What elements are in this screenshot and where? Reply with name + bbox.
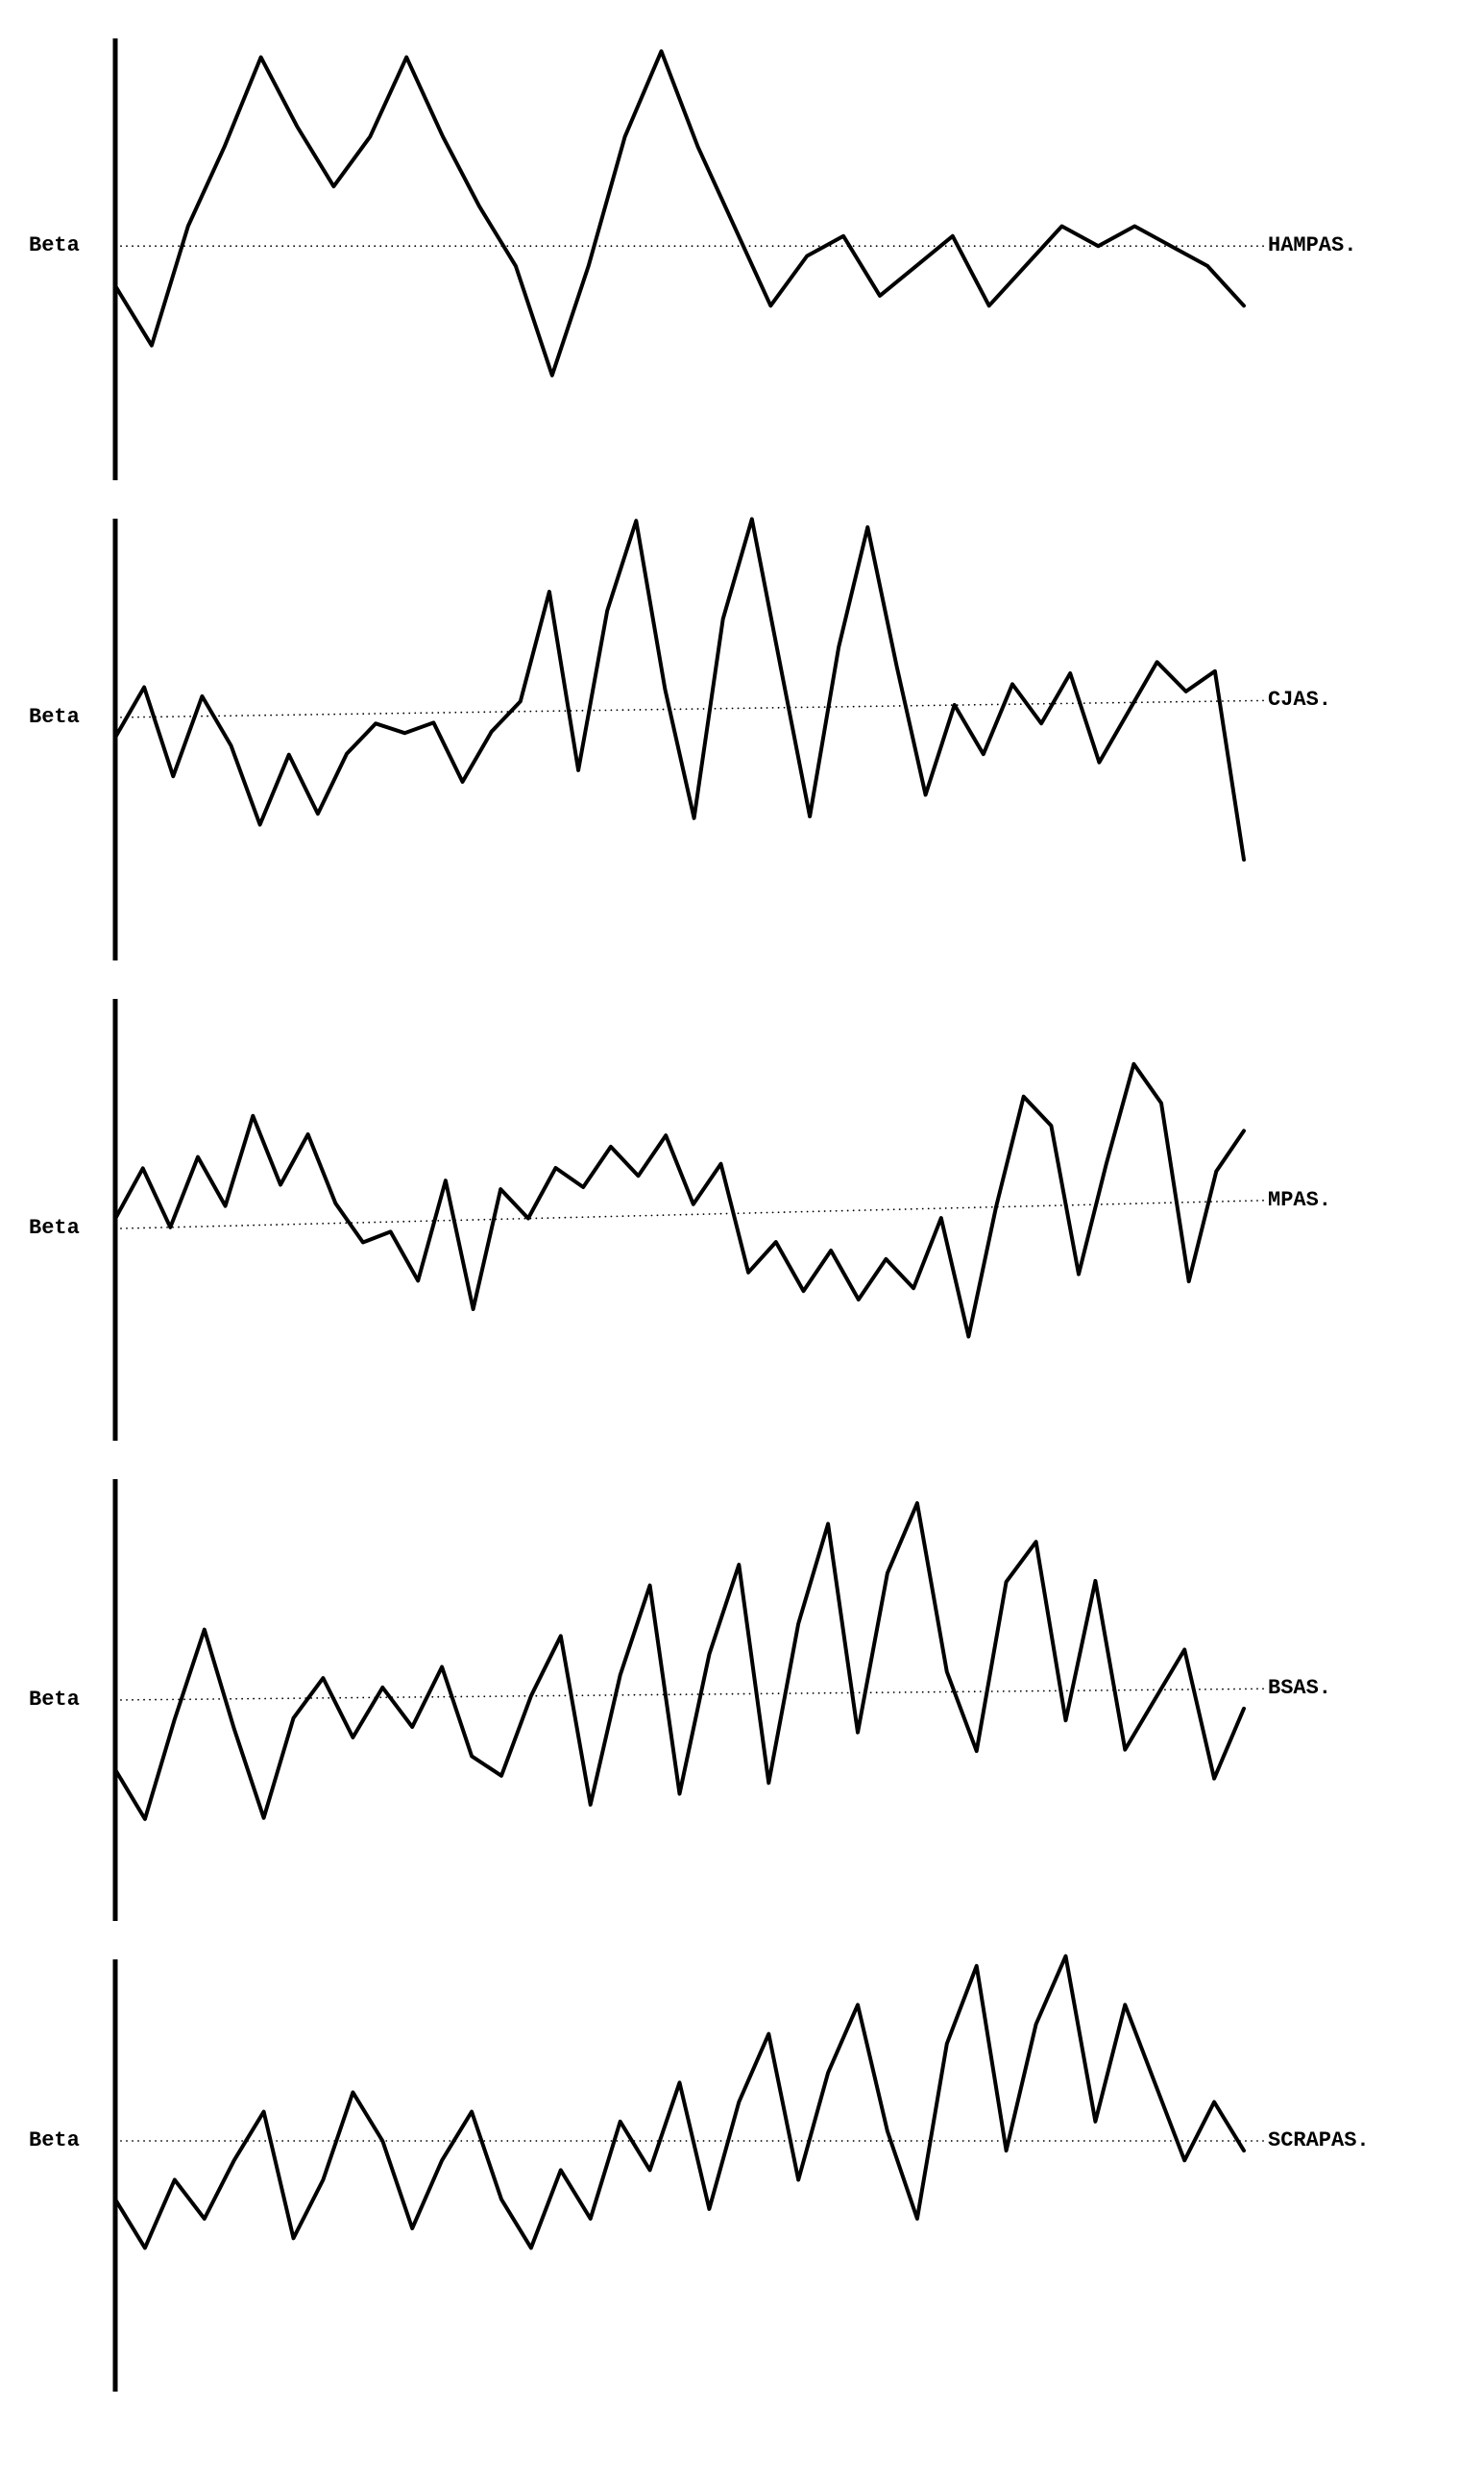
baseline xyxy=(114,2140,1264,2142)
panel-cjas: Beta CJAS. xyxy=(0,519,1484,960)
series-line xyxy=(115,519,1244,860)
series-label-cjas: CJAS. xyxy=(1268,688,1331,712)
panel-svg-bsas xyxy=(0,1479,1484,1921)
panel-svg-mpas xyxy=(0,999,1484,1441)
panel-scrapas: Beta SCRAPAS. xyxy=(0,1959,1484,2392)
panel-svg-hampas xyxy=(0,38,1484,480)
series-label-bsas: BSAS. xyxy=(1268,1676,1331,1700)
panel-svg-cjas xyxy=(0,519,1484,960)
series-line xyxy=(115,1503,1244,1819)
y-axis-label: Beta xyxy=(29,2128,80,2152)
panel-svg-scrapas xyxy=(0,1959,1484,2392)
baseline xyxy=(114,699,1264,717)
series-line xyxy=(115,1956,1244,2248)
chart-page: BetaHAMPAS.BetaCJAS.BetaMPAS.BetaBSAS.Be… xyxy=(0,0,1484,2479)
panel-hampas: Beta HAMPAS. xyxy=(0,38,1484,480)
series-label-hampas: HAMPAS. xyxy=(1268,233,1356,257)
y-axis-label: Beta xyxy=(29,705,80,729)
panel-bsas: Beta BSAS. xyxy=(0,1479,1484,1921)
series-line xyxy=(115,51,1244,376)
series-label-scrapas: SCRAPAS. xyxy=(1268,2128,1370,2152)
series-line xyxy=(115,1064,1244,1337)
baseline xyxy=(114,245,1264,247)
series-label-mpas: MPAS. xyxy=(1268,1188,1331,1212)
baseline xyxy=(114,1688,1264,1701)
y-axis-label: Beta xyxy=(29,1688,80,1712)
y-axis-label: Beta xyxy=(29,233,80,257)
y-axis-label: Beta xyxy=(29,1216,80,1240)
panel-mpas: Beta MPAS. xyxy=(0,999,1484,1441)
